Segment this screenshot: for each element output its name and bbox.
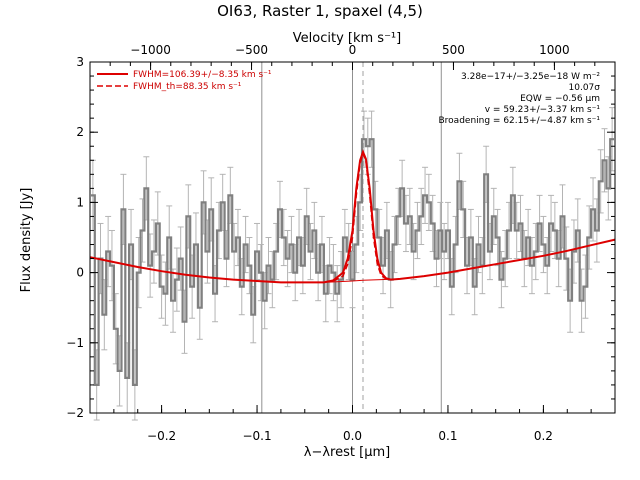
y-tick-label-1: −1 <box>66 336 84 350</box>
x-tick-label-2: 0.0 <box>343 429 362 443</box>
x-tick-label-0: −0.2 <box>147 429 176 443</box>
x-tick-label-3: 0.1 <box>438 429 457 443</box>
y-tick-label-5: 3 <box>76 55 84 69</box>
fit-result-1: 10.07σ <box>569 83 601 93</box>
x-tick-label-1: −0.1 <box>242 429 271 443</box>
y-tick-label-4: 2 <box>76 125 84 139</box>
thermal-fit-line <box>333 150 391 282</box>
data-step-line <box>91 138 614 386</box>
legend: FWHM=106.39+/−8.35 km s⁻¹ FWHM_th=88.35 k… <box>97 70 272 92</box>
series-group <box>89 138 616 386</box>
top-axis-label: Velocity [km s⁻¹] <box>293 31 401 46</box>
axis-ticks: −0.2 −0.1 0.0 0.1 0.2 −1000 −500 0 500 1000 −2 −1 0 1… <box>66 43 615 443</box>
chart-title: OI63, Raster 1, spaxel (4,5) <box>217 2 423 20</box>
y-tick-label-2: 0 <box>76 266 84 280</box>
x2-tick-label-2: 0 <box>349 43 357 57</box>
bottom-axis-label: λ−λrest [μm] <box>304 445 390 460</box>
left-axis-label: Flux density [Jy] <box>19 188 34 293</box>
fit-result-0: 3.28e−17+/−3.25e−18 W m⁻² <box>461 72 600 82</box>
x-tick-label-4: 0.2 <box>534 429 553 443</box>
y-tick-label-0: −2 <box>66 406 84 420</box>
fit-result-3: v = 59.23+/−3.37 km s⁻¹ <box>485 105 601 115</box>
fit-result-4: Broadening = 62.15+/−4.87 km s⁻¹ <box>439 116 601 126</box>
x2-tick-label-3: 500 <box>442 43 465 57</box>
legend-label-1: FWHM_th=88.35 km s⁻¹ <box>133 82 242 92</box>
fit-result-2: EQW = −0.56 μm <box>520 94 600 104</box>
y-tick-label-3: 1 <box>76 195 84 209</box>
baseline-line <box>323 278 401 283</box>
x2-tick-label-0: −1000 <box>130 43 171 57</box>
legend-label-0: FWHM=106.39+/−8.35 km s⁻¹ <box>133 70 272 80</box>
x2-tick-label-4: 1000 <box>539 43 570 57</box>
x2-tick-label-1: −500 <box>235 43 268 57</box>
plot-frame <box>89 61 616 414</box>
